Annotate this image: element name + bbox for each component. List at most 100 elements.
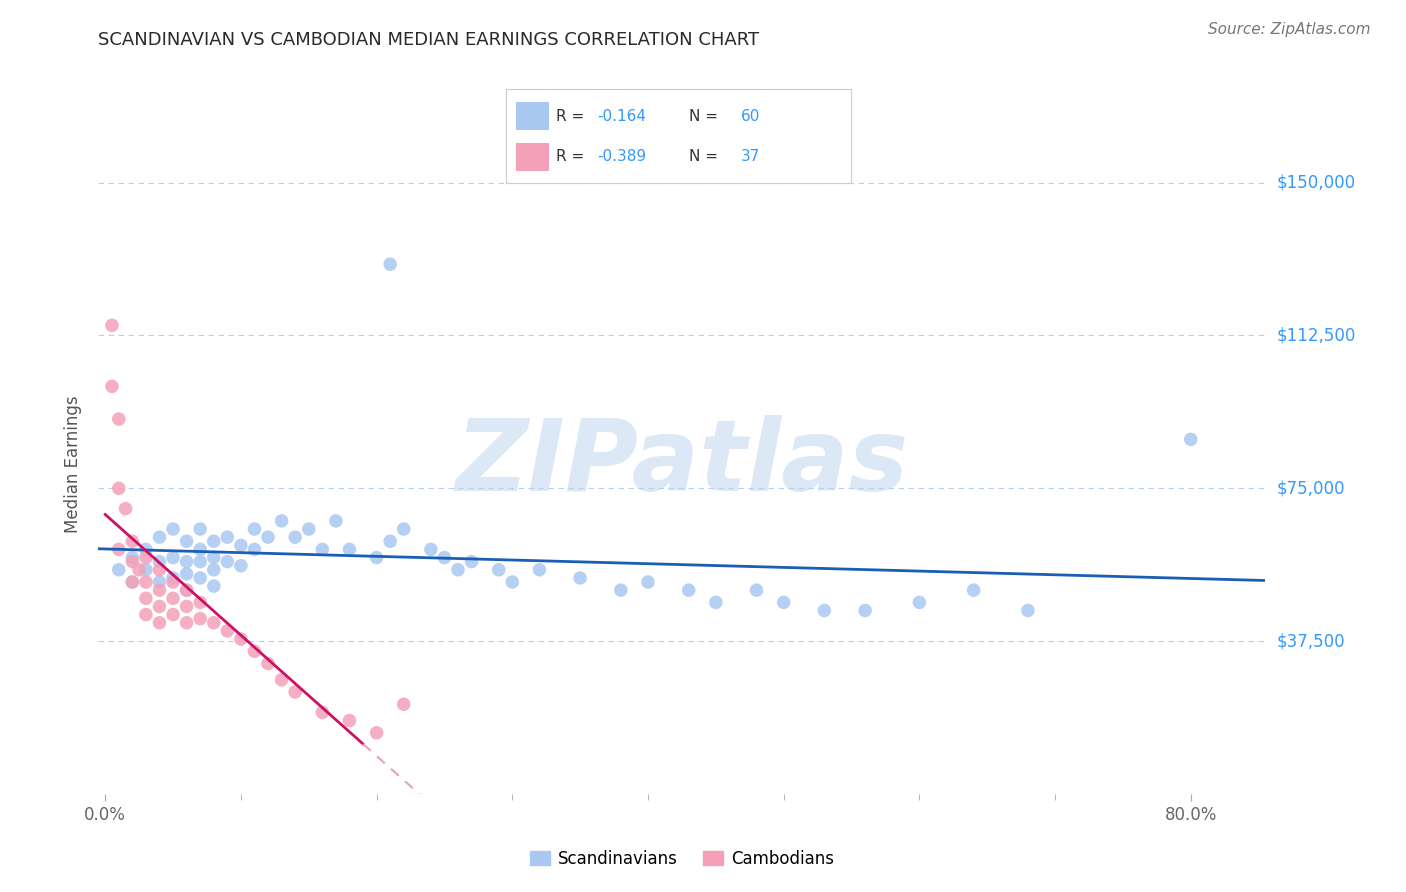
Point (202, 579, 225, 593)
Point (284, 685, 307, 699)
Text: R =: R = (557, 109, 589, 124)
Point (202, 615, 225, 630)
Point (433, 550, 456, 565)
Text: -0.389: -0.389 (598, 149, 647, 164)
Point (121, 574, 143, 589)
Point (569, 571, 592, 585)
Text: Source: ZipAtlas.com: Source: ZipAtlas.com (1208, 22, 1371, 37)
Point (447, 563, 470, 577)
Point (813, 603, 835, 617)
Point (366, 725, 388, 739)
Text: -0.164: -0.164 (598, 109, 647, 124)
Point (217, 624, 239, 638)
Point (284, 530, 307, 544)
Point (148, 615, 170, 630)
Point (128, 563, 150, 577)
Text: $112,500: $112,500 (1277, 326, 1355, 344)
FancyBboxPatch shape (516, 143, 550, 170)
Point (1017, 603, 1039, 617)
Point (853, 603, 876, 617)
Text: N =: N = (689, 109, 723, 124)
Point (311, 706, 333, 720)
Point (148, 574, 170, 589)
Point (202, 550, 225, 565)
Point (162, 550, 184, 565)
Point (908, 595, 931, 609)
Point (378, 257, 402, 271)
Point (162, 522, 184, 536)
Y-axis label: Median Earnings: Median Earnings (65, 395, 83, 533)
Point (745, 583, 768, 598)
Point (188, 542, 211, 557)
Text: $37,500: $37,500 (1277, 632, 1346, 650)
Text: $75,000: $75,000 (1277, 479, 1346, 497)
Point (162, 591, 184, 606)
Point (257, 530, 280, 544)
Point (962, 583, 984, 598)
Point (176, 599, 198, 614)
Point (176, 615, 198, 630)
Point (610, 583, 633, 598)
Point (162, 571, 184, 585)
Point (229, 632, 252, 646)
Point (121, 555, 143, 569)
Point (243, 542, 266, 557)
Text: $150,000: $150,000 (1277, 174, 1355, 192)
Point (101, 379, 124, 393)
Point (107, 542, 129, 557)
Point (148, 563, 170, 577)
Point (229, 558, 252, 573)
Point (419, 542, 441, 557)
Point (637, 574, 659, 589)
FancyBboxPatch shape (516, 103, 550, 130)
Point (176, 583, 198, 598)
Point (121, 534, 143, 549)
Point (135, 550, 157, 565)
Point (311, 542, 333, 557)
Point (339, 542, 361, 557)
Point (243, 522, 266, 536)
Point (176, 555, 198, 569)
Point (217, 555, 239, 569)
Point (148, 599, 170, 614)
Point (176, 534, 198, 549)
Point (298, 522, 321, 536)
Point (148, 530, 170, 544)
Point (176, 566, 198, 581)
Point (107, 412, 129, 426)
Point (188, 595, 211, 609)
Point (188, 612, 211, 626)
Point (135, 542, 157, 557)
Point (162, 574, 184, 589)
Point (202, 534, 225, 549)
Point (704, 595, 727, 609)
Point (148, 583, 170, 598)
Point (176, 583, 198, 598)
Point (229, 538, 252, 552)
Point (270, 514, 292, 528)
Point (529, 563, 551, 577)
Point (135, 574, 157, 589)
Point (101, 318, 124, 333)
Point (460, 555, 482, 569)
Point (107, 563, 129, 577)
Point (772, 595, 794, 609)
Point (135, 591, 157, 606)
Point (162, 607, 184, 622)
Text: 37: 37 (741, 149, 759, 164)
Point (488, 563, 510, 577)
Point (202, 563, 225, 577)
Point (188, 571, 211, 585)
Point (135, 563, 157, 577)
Point (392, 698, 415, 712)
Point (678, 583, 700, 598)
Point (217, 530, 239, 544)
Point (257, 657, 280, 671)
Text: 60: 60 (741, 109, 759, 124)
Point (325, 514, 347, 528)
Text: N =: N = (689, 149, 723, 164)
Text: R =: R = (557, 149, 589, 164)
Point (107, 481, 129, 495)
Point (270, 673, 292, 687)
Legend: Scandinavians, Cambodians: Scandinavians, Cambodians (523, 843, 841, 875)
